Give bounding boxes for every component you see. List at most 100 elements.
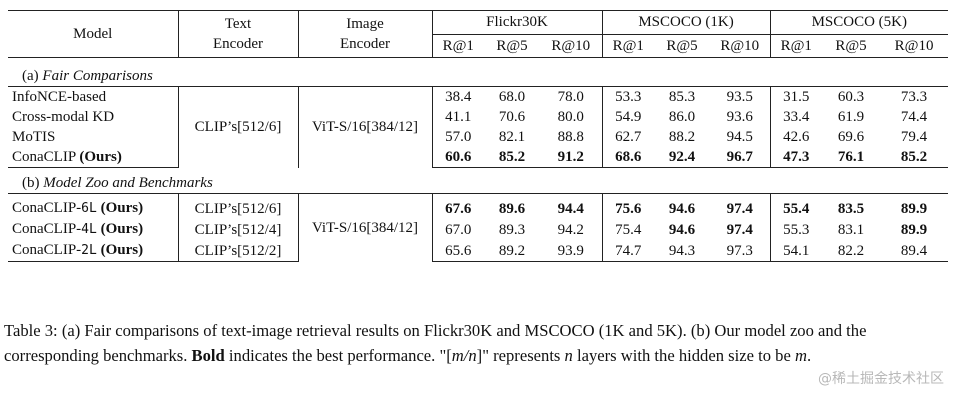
- value-cell: 85.2: [880, 147, 949, 168]
- value-cell: 53.3: [615, 89, 642, 105]
- section-a-name: Fair Comparisons: [42, 68, 153, 84]
- value-cell: 86.0: [668, 109, 696, 125]
- text-encoder-cell: CLIP’s[512/2]: [178, 240, 299, 262]
- section-a-title-row: (a) Fair Comparisons: [8, 57, 949, 87]
- group-header-mscoco-1k: MSCOCO (1K): [602, 10, 771, 35]
- value-cell: 97.3: [710, 240, 771, 262]
- caption-n: n: [564, 346, 573, 365]
- caption-m-over-n: m/n: [451, 346, 477, 365]
- model-name: Cross-modal KD: [8, 107, 179, 127]
- value-cell: 89.2: [484, 240, 540, 262]
- table-caption: Table 3: (a) Fair comparisons of text-im…: [4, 318, 946, 368]
- table-row: ConaCLIP- 6L (Ours) CLIP’s[512/6] ViT-S/1…: [8, 193, 948, 262]
- value-cell: 31.5: [783, 89, 810, 105]
- caption-text-4: layers with the hidden size to be: [572, 346, 795, 365]
- metric-header: R@5: [835, 37, 867, 54]
- value-cell: 93.9: [540, 240, 603, 262]
- value-cell: 89.3: [498, 221, 526, 238]
- value-cell: 94.4: [540, 193, 603, 219]
- value-cell: 97.4: [710, 193, 771, 219]
- ours-label: (Ours): [100, 242, 144, 258]
- value-cell: 78.0: [540, 86, 603, 107]
- text-encoder-cell: CLIP’s[512/4]: [178, 219, 299, 240]
- model-suffix: 4L: [81, 222, 97, 237]
- metric-header: R@1: [442, 37, 474, 54]
- header-row-2: R@1 R@5 R@10 R@1 R@5 R@10 R@1 R@5 R@10: [8, 34, 948, 58]
- section-b-prefix: (b): [22, 175, 40, 191]
- model-name: ConaCLIP-4L (Ours): [8, 219, 179, 240]
- value-cell: 94.6: [668, 200, 696, 217]
- table-row: MoTIS 57.0 82.1 88.8 62.7 88.2 94.5 42.6…: [8, 127, 948, 147]
- value-cell: 92.4: [654, 147, 711, 168]
- value-cell: 82.1: [498, 129, 526, 145]
- header-row-1: Model Text Encoder Image Encoder Flickr3…: [8, 10, 949, 58]
- value-cell: 85.2: [484, 147, 540, 168]
- value-cell: 73.3: [900, 89, 928, 105]
- table-row: ConaCLIP (Ours) 60.6 85.2 91.2 68.6 92.4…: [8, 147, 949, 168]
- value-cell: 89.9: [900, 221, 928, 238]
- value-cell: 85.3: [668, 89, 696, 105]
- value-cell: 88.2: [668, 129, 696, 145]
- value-cell: 94.6: [668, 221, 696, 238]
- text-encoder-line1: Text: [224, 16, 252, 32]
- caption-text-5: .: [806, 346, 812, 365]
- image-encoder-line2: Encoder: [340, 36, 390, 52]
- caption-label: Table 3:: [4, 321, 58, 340]
- value-cell: 75.6: [615, 200, 642, 217]
- image-encoder-cell: ViT-S/16[384/12]: [298, 193, 433, 262]
- section-b-title: (b) Model Zoo and Benchmarks: [8, 167, 949, 194]
- value-cell: 55.4: [783, 200, 810, 217]
- section-a-prefix: (a): [22, 68, 39, 84]
- model-name: InfoNCE-based: [8, 86, 179, 107]
- results-table-container: Model Text Encoder Image Encoder Flickr3…: [8, 10, 949, 262]
- metric-header: R@5: [496, 37, 528, 54]
- model-suffix: 2L: [81, 243, 97, 258]
- value-cell: 65.6: [432, 240, 484, 262]
- section-b-name: Model Zoo and Benchmarks: [43, 175, 213, 191]
- value-cell: 89.6: [498, 200, 526, 217]
- value-cell: 88.8: [540, 127, 603, 147]
- value-cell: 94.5: [710, 127, 771, 147]
- model-base-name: ConaCLIP: [12, 149, 76, 165]
- value-cell: 38.4: [445, 89, 472, 105]
- table-row: ConaCLIP-4L (Ours) CLIP’s[512/4] 67.0 89…: [8, 219, 948, 240]
- model-name: MoTIS: [8, 127, 179, 147]
- model-base-name: ConaCLIP-: [12, 242, 82, 258]
- table-row: ConaCLIP-2L (Ours) CLIP’s[512/2] 65.6 89…: [8, 240, 949, 262]
- value-cell: 62.7: [615, 129, 642, 145]
- value-cell: 54.1: [770, 240, 823, 262]
- value-cell: 94.3: [654, 240, 711, 262]
- model-suffix: 6L: [81, 201, 97, 216]
- ours-label: (Ours): [100, 221, 144, 237]
- value-cell: 61.9: [837, 109, 865, 125]
- value-cell: 60.6: [432, 147, 484, 168]
- caption-bold-word: Bold: [191, 346, 225, 365]
- model-base-name: ConaCLIP-: [12, 221, 82, 237]
- value-cell: 76.1: [822, 147, 881, 168]
- metric-header: R@5: [666, 37, 698, 54]
- image-encoder-cell: ViT-S/16[384/12]: [298, 86, 433, 168]
- value-cell: 47.3: [770, 147, 823, 168]
- value-cell: 97.4: [710, 219, 771, 240]
- text-encoder-cell: CLIP’s[512/6]: [178, 193, 299, 219]
- caption-m: m: [794, 346, 807, 365]
- value-cell: 80.0: [540, 107, 603, 127]
- value-cell: 55.3: [783, 221, 810, 238]
- metric-header: R@1: [612, 37, 644, 54]
- ours-label: (Ours): [79, 149, 122, 165]
- col-header-text-encoder: Text Encoder: [178, 10, 299, 58]
- caption-text-1: (a) Fair comparisons of text-image retri…: [4, 321, 867, 365]
- text-encoder-cell: CLIP’s[512/6]: [178, 86, 299, 168]
- value-cell: 69.6: [837, 129, 865, 145]
- value-cell: 74.7: [602, 240, 655, 262]
- section-a-title: (a) Fair Comparisons: [8, 57, 949, 87]
- value-cell: 89.4: [880, 240, 949, 262]
- value-cell: 67.0: [445, 221, 472, 238]
- value-cell: 70.6: [498, 109, 526, 125]
- col-header-image-encoder: Image Encoder: [298, 10, 433, 58]
- table-row: InfoNCE-based CLIP’s[512/6] ViT-S/16[384…: [8, 86, 948, 168]
- value-cell: 75.4: [615, 221, 642, 238]
- col-header-model: Model: [8, 10, 179, 58]
- value-cell: 83.5: [837, 200, 865, 217]
- value-cell: 91.2: [540, 147, 603, 168]
